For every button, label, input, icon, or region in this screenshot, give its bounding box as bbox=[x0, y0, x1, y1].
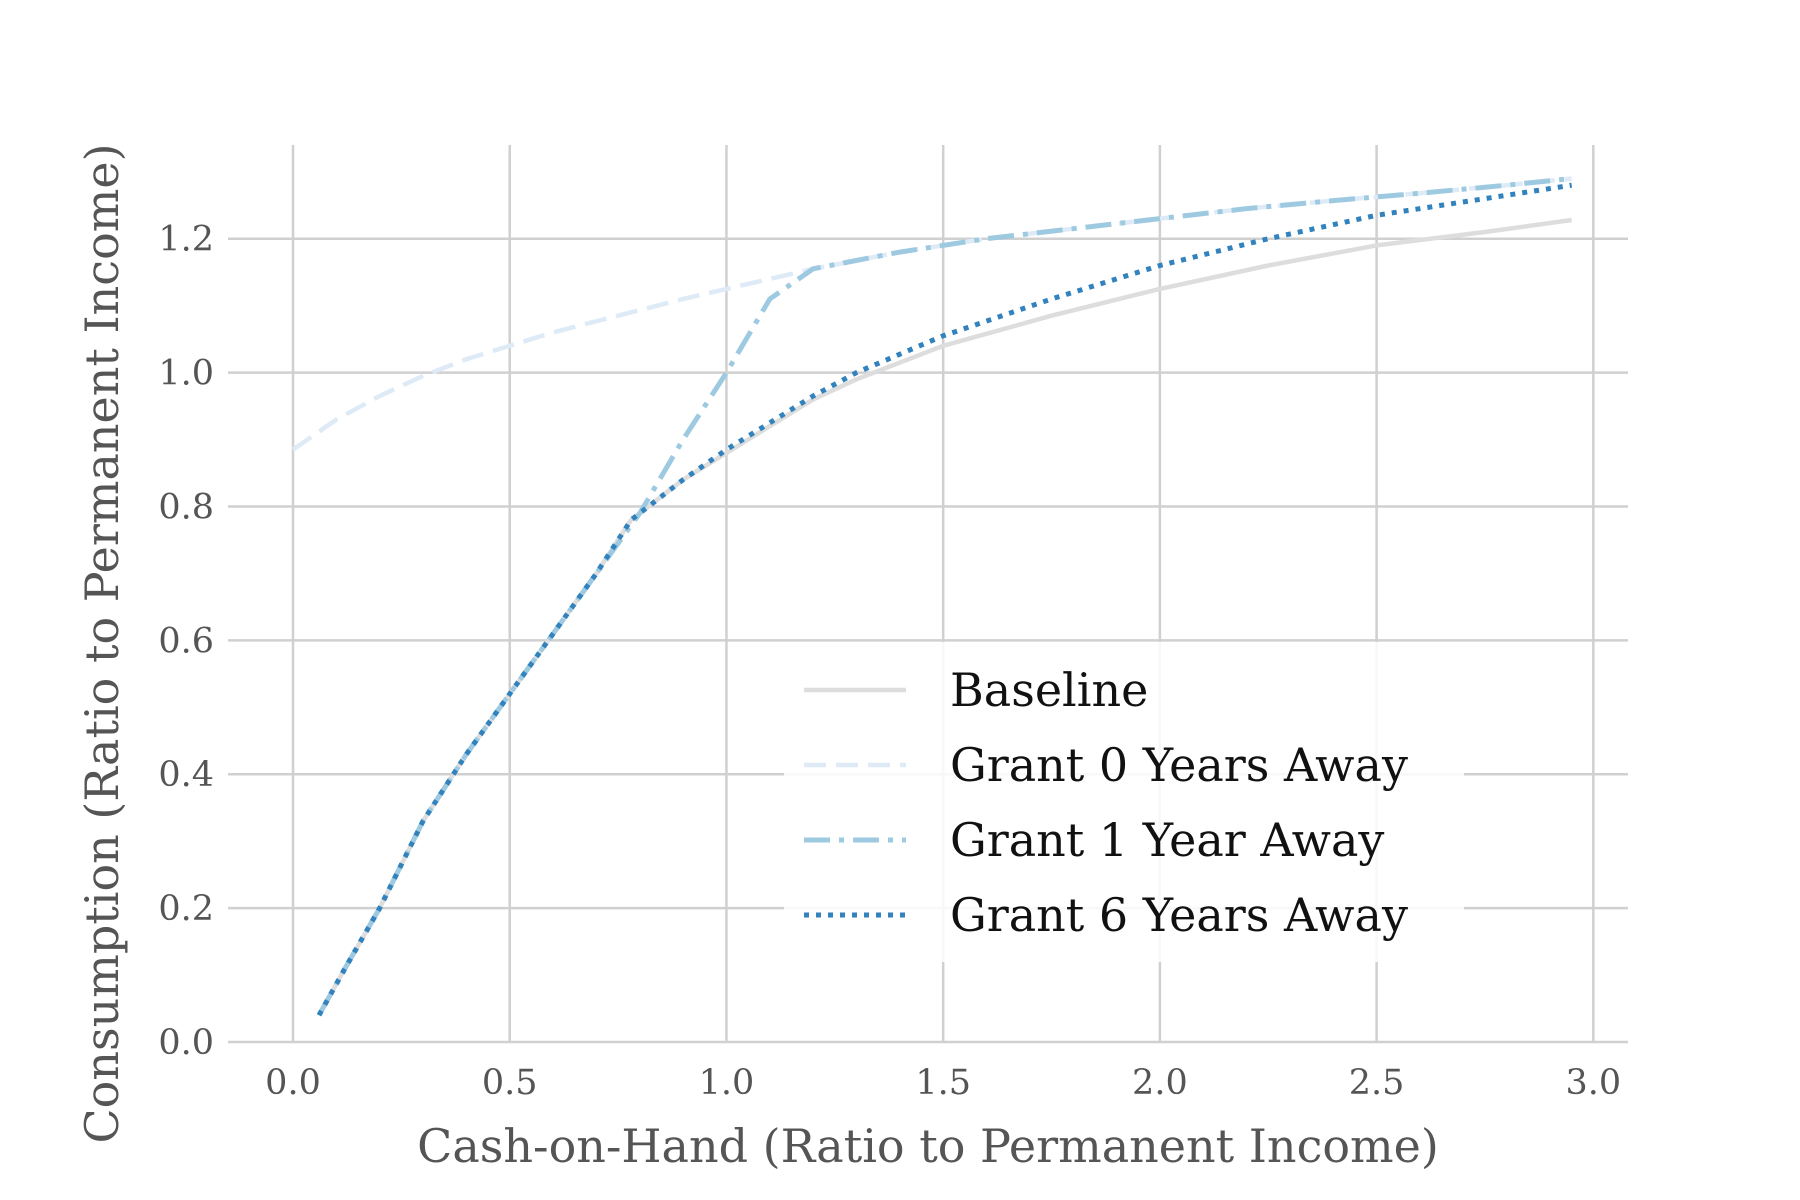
x-tick-label: 0.0 bbox=[265, 1063, 321, 1103]
x-tick-label: 1.0 bbox=[699, 1063, 755, 1103]
y-tick-label: 0.2 bbox=[158, 889, 214, 929]
y-tick-label: 0.8 bbox=[158, 487, 214, 527]
x-tick-label: 2.0 bbox=[1132, 1063, 1188, 1103]
y-tick-label: 0.0 bbox=[158, 1023, 214, 1063]
x-tick-label: 1.5 bbox=[915, 1063, 971, 1103]
x-tick-label: 0.5 bbox=[482, 1063, 538, 1103]
series-line-4 bbox=[316, 182, 1573, 1017]
axes: 0.0 0.5 1.0 1.5 2.0 2.5 3.0 0.0 0.2 0.4 0.6 0.8 1.0 1… bbox=[158, 220, 1621, 1103]
series-line-3 bbox=[316, 176, 1572, 1017]
x-tick-label: 3.0 bbox=[1565, 1063, 1621, 1103]
x-axis-label: Cash-on-Hand (Ratio to Permanent Income) bbox=[417, 1119, 1439, 1173]
series-lines bbox=[291, 176, 1573, 1017]
legend-label: Grant 0 Years Away bbox=[950, 738, 1408, 792]
legend: Baseline Grant 0 Years Away Grant 1 Year A… bbox=[784, 642, 1464, 962]
y-tick-label: 1.0 bbox=[158, 354, 214, 394]
legend-label: Grant 6 Years Away bbox=[950, 888, 1408, 942]
legend-label: Baseline bbox=[950, 663, 1148, 717]
legend-background bbox=[784, 642, 1464, 962]
y-axis-label: Consumption (Ratio to Permanent Income) bbox=[75, 143, 129, 1143]
y-tick-label: 0.4 bbox=[158, 755, 214, 795]
y-tick-label: 1.2 bbox=[158, 220, 214, 260]
series-line-2 bbox=[291, 176, 1572, 452]
y-tick-label: 0.6 bbox=[158, 621, 214, 661]
x-tick-label: 2.5 bbox=[1349, 1063, 1405, 1103]
grid bbox=[228, 145, 1628, 1044]
legend-label: Grant 1 Year Away bbox=[950, 813, 1384, 867]
